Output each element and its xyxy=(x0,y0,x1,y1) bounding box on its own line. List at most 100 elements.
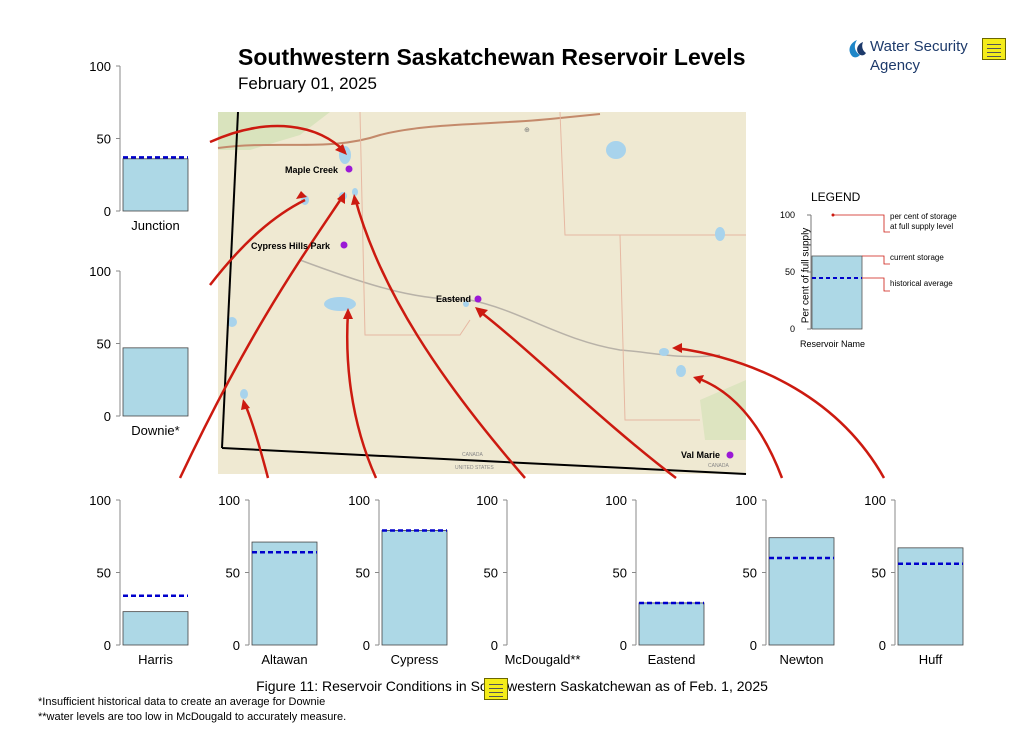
map-water-bodies xyxy=(227,141,725,399)
map-green-area xyxy=(218,112,330,150)
arrow-head xyxy=(343,308,353,319)
legend-dot xyxy=(831,213,835,217)
y-tick-label: 50 xyxy=(226,566,240,581)
y-tick-label: 50 xyxy=(97,566,111,581)
water-body xyxy=(227,317,237,327)
arrow-mcdougald xyxy=(353,197,526,479)
arrow-head xyxy=(351,194,360,205)
arrow-junction xyxy=(209,124,346,153)
y-tick-label: 100 xyxy=(348,493,370,508)
place-dot xyxy=(345,165,353,173)
arrow-head xyxy=(672,343,682,353)
category-label-cypress: Cypress xyxy=(391,652,439,667)
figure-caption: Figure 11: Reservoir Conditions in South… xyxy=(256,678,768,694)
category-label-newton: Newton xyxy=(779,652,823,667)
y-tick-label: 100 xyxy=(218,493,240,508)
y-tick-label: 0 xyxy=(363,638,370,653)
y-tick-label: 50 xyxy=(97,337,111,352)
arrow-newton xyxy=(696,376,784,479)
legend-note: at full supply level xyxy=(890,222,954,231)
legend-pointer xyxy=(862,277,890,292)
water-drop-icon xyxy=(849,40,866,58)
water-body xyxy=(659,348,669,356)
bar-newton xyxy=(768,537,835,646)
place-label-eastend: Eastend xyxy=(436,294,472,304)
y-tick-label: 0 xyxy=(104,638,111,653)
place-dot xyxy=(726,451,734,459)
water-body xyxy=(240,389,248,399)
y-tick-label: 50 xyxy=(743,566,757,581)
arrow-cypress xyxy=(345,311,378,479)
water-body xyxy=(463,301,469,307)
legend-pointer xyxy=(862,255,890,265)
bar-junction xyxy=(122,158,189,212)
y-tick-label: 100 xyxy=(735,493,757,508)
map-green-area-2 xyxy=(700,380,746,440)
y-tick-label: 50 xyxy=(356,566,370,581)
y-tick-label: 50 xyxy=(613,566,627,581)
legend-pointer xyxy=(833,214,890,233)
border-label-canada-right: CANADA xyxy=(708,463,730,469)
category-label-altawan: Altawan xyxy=(261,652,307,667)
place-label-val-marie: Val Marie xyxy=(681,450,721,460)
y-tick-label: 100 xyxy=(476,493,498,508)
y-tick-label: 0 xyxy=(104,204,111,219)
arrow-head xyxy=(693,375,704,384)
arrow-heads xyxy=(241,144,704,410)
footnote-downie: *Insufficient historical data to create … xyxy=(38,696,326,708)
arrow-head xyxy=(241,399,250,410)
y-tick-label: 50 xyxy=(97,132,111,147)
y-tick-label: 0 xyxy=(750,638,757,653)
y-tick-label: 100 xyxy=(89,264,111,279)
legend-tick-label: 100 xyxy=(780,210,795,220)
footnote-mcdougald: **water levels are too low in McDougald … xyxy=(38,711,347,723)
legend-title: LEGEND xyxy=(811,190,861,204)
place-label-cypress-hills-park: Cypress Hills Park xyxy=(251,241,331,251)
place-label-maple-creek: Maple Creek xyxy=(285,165,339,175)
arrow-downie xyxy=(209,198,306,286)
water-security-agency-logo: Water Security Agency xyxy=(846,36,986,80)
category-label-mcdougald: McDougald** xyxy=(505,652,581,667)
sticky-note-icon[interactable] xyxy=(982,38,1006,60)
y-tick-label: 0 xyxy=(233,638,240,653)
arrow-huff xyxy=(675,346,886,479)
bar-downie xyxy=(122,347,189,417)
border-label-top: ⊕ xyxy=(524,127,530,134)
arrow-head xyxy=(296,191,307,199)
border-label-canada: CANADA xyxy=(462,452,484,458)
red-arrows xyxy=(178,124,886,479)
map-background xyxy=(218,112,746,474)
sticky-note-icon[interactable] xyxy=(484,678,508,700)
map-frame-bottom xyxy=(221,447,747,475)
legend-note: per cent of storage xyxy=(890,212,957,221)
river-line xyxy=(299,259,721,358)
category-label-downie: Downie* xyxy=(131,423,179,438)
y-tick-label: 100 xyxy=(89,493,111,508)
arrow-harris xyxy=(178,195,345,479)
place-dot xyxy=(340,241,348,249)
map-frame-left xyxy=(221,111,239,449)
y-tick-label: 0 xyxy=(491,638,498,653)
y-tick-label: 100 xyxy=(864,493,886,508)
legend-bar xyxy=(811,255,863,330)
water-body xyxy=(352,188,358,196)
category-label-eastend: Eastend xyxy=(648,652,696,667)
legend-note: historical average xyxy=(890,279,953,288)
border-label-usa: UNITED STATES xyxy=(455,465,494,471)
logo-text-line1: Water Security xyxy=(870,38,968,55)
arrow-head xyxy=(337,192,345,204)
arrow-head xyxy=(335,144,347,155)
page-title: Southwestern Saskatchewan Reservoir Leve… xyxy=(238,44,746,70)
y-tick-label: 50 xyxy=(484,566,498,581)
water-body xyxy=(676,365,686,377)
y-tick-label: 0 xyxy=(620,638,627,653)
highway-line xyxy=(217,113,601,149)
water-body xyxy=(715,227,725,241)
logo-text-line2: Agency xyxy=(870,57,921,74)
y-tick-label: 100 xyxy=(89,59,111,74)
arrow-head xyxy=(475,307,488,318)
category-label-junction: Junction xyxy=(131,218,179,233)
bar-altawan xyxy=(251,541,318,646)
legend-tick-label: 0 xyxy=(790,324,795,334)
